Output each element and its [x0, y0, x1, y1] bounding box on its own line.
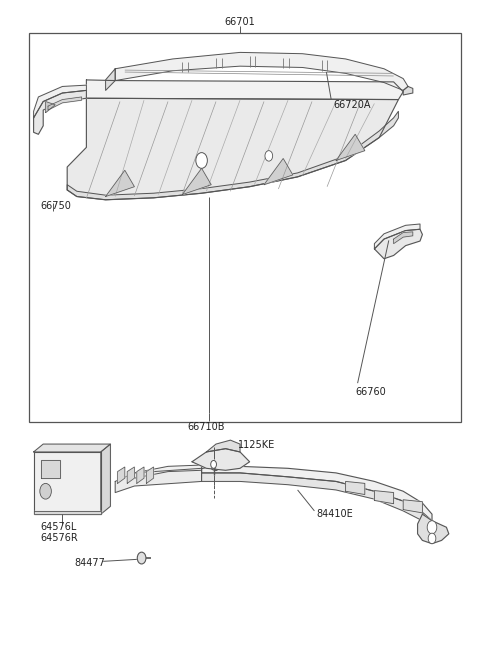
Text: 66720A: 66720A: [334, 100, 371, 110]
Polygon shape: [202, 473, 422, 521]
Text: 84410E: 84410E: [317, 509, 354, 519]
Circle shape: [265, 151, 273, 161]
Polygon shape: [182, 168, 211, 195]
Circle shape: [40, 483, 51, 499]
Polygon shape: [206, 440, 240, 452]
Polygon shape: [41, 460, 60, 478]
Polygon shape: [336, 134, 365, 160]
Polygon shape: [67, 111, 398, 200]
Polygon shape: [115, 468, 202, 493]
Polygon shape: [101, 444, 110, 514]
Polygon shape: [146, 467, 154, 483]
Circle shape: [137, 552, 146, 564]
Polygon shape: [403, 500, 422, 513]
Polygon shape: [127, 467, 134, 483]
Polygon shape: [374, 229, 422, 259]
Polygon shape: [418, 514, 449, 544]
Text: 64576L: 64576L: [41, 522, 77, 533]
Polygon shape: [34, 90, 86, 134]
Circle shape: [427, 521, 437, 534]
Polygon shape: [134, 465, 202, 478]
Polygon shape: [34, 444, 110, 452]
Text: 64576R: 64576R: [41, 533, 79, 544]
Polygon shape: [106, 69, 115, 90]
Circle shape: [196, 153, 207, 168]
Polygon shape: [192, 449, 250, 470]
Text: 66710B: 66710B: [187, 422, 225, 432]
Text: 66750: 66750: [41, 201, 72, 212]
Polygon shape: [86, 80, 403, 100]
Text: 84477: 84477: [74, 558, 105, 569]
Polygon shape: [374, 491, 394, 504]
Polygon shape: [394, 232, 413, 244]
Polygon shape: [137, 467, 144, 483]
Polygon shape: [118, 467, 125, 483]
Text: 66760: 66760: [355, 386, 386, 397]
Text: 1125KE: 1125KE: [238, 440, 275, 451]
Polygon shape: [115, 52, 408, 90]
Polygon shape: [34, 511, 101, 514]
Polygon shape: [346, 481, 365, 495]
Polygon shape: [374, 224, 420, 249]
Circle shape: [211, 460, 216, 468]
Polygon shape: [34, 85, 86, 118]
Bar: [29, 33, 461, 422]
Polygon shape: [106, 170, 134, 196]
Polygon shape: [403, 86, 413, 95]
Polygon shape: [67, 98, 398, 200]
Polygon shape: [34, 452, 101, 514]
Polygon shape: [46, 102, 55, 113]
Polygon shape: [264, 159, 293, 185]
Polygon shape: [48, 97, 82, 110]
Polygon shape: [202, 466, 432, 521]
Circle shape: [428, 533, 436, 544]
Text: 66701: 66701: [225, 17, 255, 28]
